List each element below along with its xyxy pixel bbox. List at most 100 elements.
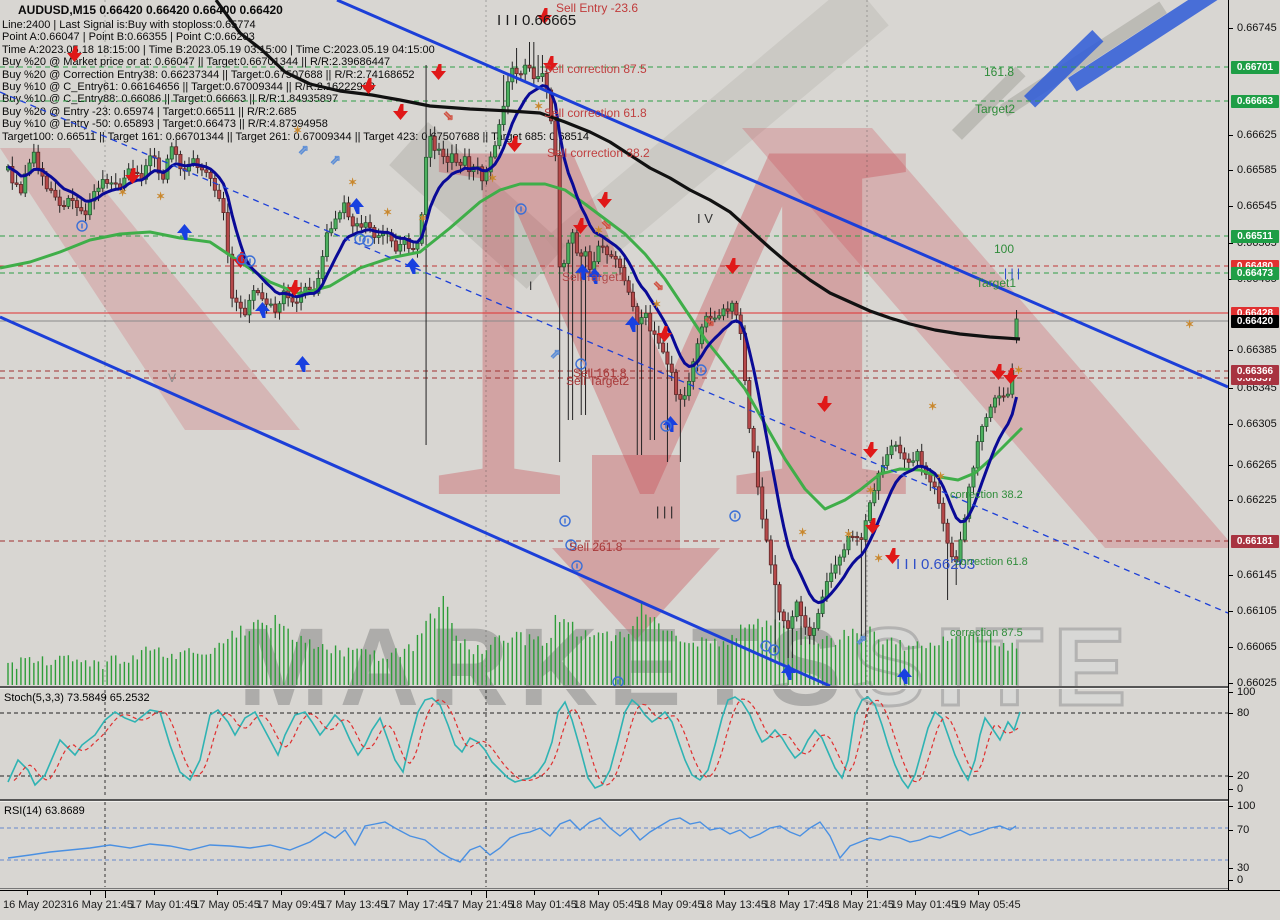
stoch-tick: [1229, 692, 1233, 693]
price-tick: [1229, 683, 1233, 684]
rsi-tick: [1229, 868, 1233, 869]
price-tick: [1229, 500, 1233, 501]
logo-arrow-watermark: [552, 548, 720, 640]
info-circle-icon: [760, 640, 772, 652]
price-badge-black: 0.66420: [1231, 315, 1279, 328]
price-tick: [1229, 135, 1233, 136]
panel-separator[interactable]: [0, 686, 1280, 688]
info-circle-icon: [244, 255, 256, 267]
chart-annotation: Sell 261.8: [569, 540, 623, 554]
rsi-scale-label: 30: [1237, 862, 1250, 874]
price-label: 0.66305: [1237, 418, 1277, 430]
price-label: 0.66545: [1237, 200, 1277, 212]
star-mark-icon: ✶: [866, 485, 875, 497]
buy-arrow-icon: [625, 316, 640, 332]
chart-annotation: correction 61.8: [955, 556, 1028, 568]
buy-arrow-icon: [177, 224, 192, 240]
hollow-arrow-icon: ⇘: [601, 217, 612, 232]
chart-annotation: 100: [994, 242, 1015, 256]
time-label: 17 May 01:45: [129, 899, 197, 911]
price-label: 0.66225: [1237, 494, 1277, 506]
gray-check-icon: [1000, 1, 1167, 117]
chart-annotation: Target2: [975, 102, 1016, 116]
info-circle-icon: [729, 510, 741, 522]
panel-separator: [0, 688, 1280, 689]
time-tick: [914, 891, 916, 895]
star-mark-icon: ✶: [156, 191, 165, 203]
price-tick: [1229, 388, 1233, 389]
stoch-tick: [1229, 776, 1233, 777]
star-mark-icon: ✶: [844, 529, 853, 541]
stoch-tick: [1229, 713, 1233, 714]
info-circle-icon: [571, 560, 583, 572]
signal-info-line: Target100: 0.66511 || Target 161: 0.6670…: [2, 130, 589, 143]
price-tick: [1229, 350, 1233, 351]
buy-arrow-icon: [575, 264, 590, 280]
chart-annotation: | | |: [1004, 266, 1021, 280]
price-label: 0.66745: [1237, 22, 1277, 34]
time-label: 18 May 01:45: [510, 899, 577, 911]
signal-info-line: Buy %20 @ Entry -23: 0.65974 | Target:0.…: [2, 105, 297, 118]
signal-info-line: Time A:2023.05.18 18:15:00 | Time B:2023…: [2, 43, 435, 56]
info-circle-icon: [660, 420, 672, 432]
panel-separator[interactable]: [0, 799, 1280, 801]
buy-arrow-icon: [897, 668, 912, 684]
time-tick: [407, 891, 409, 895]
time-label: 18 May 17:45: [763, 899, 831, 911]
buy-arrow-icon: [663, 416, 678, 432]
time-scale[interactable]: 16 May 2023 16 May 21:45 17 May 01:45 17 Ma…: [0, 890, 1280, 920]
time-tick: [661, 891, 662, 895]
time-tick: [851, 891, 853, 895]
time-tick: [470, 891, 472, 895]
price-label: 0.66025: [1237, 677, 1277, 689]
chart-annotation: correction 38.2: [950, 489, 1023, 501]
info-circle-icon: [362, 235, 374, 247]
star-mark-icon: ✶: [928, 401, 937, 413]
star-mark-icon: ✶: [936, 471, 945, 483]
chart-annotation: Sell 161.8: [573, 366, 627, 380]
time-tick: [597, 891, 599, 895]
blue-check-icon: [1068, 0, 1253, 92]
price-label: 0.66625: [1237, 129, 1277, 141]
price-label: 0.66385: [1237, 344, 1277, 356]
time-label: 17 May 05:45: [193, 899, 260, 911]
info-circle-icon: [768, 644, 780, 656]
time-tick: [978, 891, 979, 895]
panel-separator: [0, 801, 1280, 802]
time-tick: [344, 891, 345, 895]
day-tick: [486, 891, 487, 898]
chart-annotation: 161.8: [984, 65, 1015, 79]
signal-info-line: Point A:0.66047 | Point B:0.66355 | Poin…: [2, 31, 255, 44]
price-tick: [1229, 28, 1233, 29]
info-circle-icon: [565, 539, 577, 551]
markets-site-watermark: MARKETSSITE: [238, 604, 1136, 731]
time-label: 17 May 21:45: [446, 899, 514, 911]
stoch-scale-label: 0: [1237, 783, 1244, 795]
watermark-text-2: SITE: [850, 605, 1137, 731]
price-scale[interactable]: 0.667450.666250.665850.665450.665050.664…: [1228, 0, 1280, 890]
stoch-label: Stoch(5,3,3) 73.5849 65.2532: [4, 692, 150, 704]
time-tick: [280, 891, 282, 895]
rsi-tick: [1229, 830, 1233, 831]
price-tick: [1229, 647, 1233, 648]
price-badge-green: 0.66663: [1231, 95, 1279, 108]
price-label: 0.66145: [1237, 569, 1277, 581]
time-tick: [27, 891, 28, 895]
star-mark-icon: ✶: [418, 213, 427, 225]
price-label: 0.66585: [1237, 164, 1277, 176]
price-tick: [1229, 575, 1233, 576]
buy-arrow-icon: [781, 664, 796, 680]
gray-check-icon: [545, 0, 889, 283]
signal-info-line: Line:2400 | Last Signal is:Buy with stop…: [2, 19, 256, 31]
price-tick: [1229, 206, 1233, 207]
hollow-arrow-icon: ⇗: [550, 346, 561, 361]
hollow-arrow-icon: ⇗: [856, 632, 867, 647]
chart-annotation: Target1: [976, 276, 1017, 290]
sell-arrow-icon: [573, 218, 588, 234]
time-label: 17 May 09:45: [256, 899, 324, 911]
star-mark-icon: ✶: [652, 299, 661, 311]
sell-arrow-icon: [991, 364, 1006, 380]
price-label: 0.66345: [1237, 382, 1277, 394]
star-mark-icon: ✶: [383, 207, 392, 219]
